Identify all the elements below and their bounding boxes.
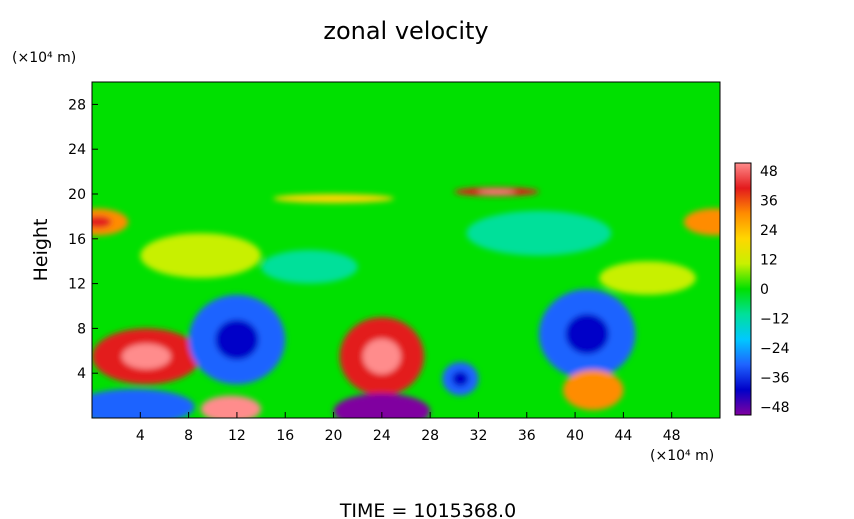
- colorbar-tick-label-3: 12: [760, 253, 778, 269]
- heatmap-feature-core-4: [217, 402, 245, 416]
- heatmap-feature-10: [563, 369, 624, 411]
- colorbar-tick-label-6: −24: [760, 341, 790, 357]
- x-tick-label-4: 20: [325, 428, 343, 444]
- x-tick-label-6: 28: [421, 428, 439, 444]
- x-tick-label-11: 48: [663, 428, 681, 444]
- x-tick-label-2: 12: [228, 428, 246, 444]
- heatmap-feature-core-7: [360, 403, 404, 418]
- y-tick-label-1: 8: [77, 321, 86, 337]
- heatmap-feature-5: [92, 388, 195, 418]
- x-unit-label: (×10⁴ m): [650, 448, 714, 464]
- colorbar-tick-label-5: −12: [760, 312, 790, 328]
- colorbar: 48 36 24 12 0 −12 −24 −36 −48: [734, 162, 790, 416]
- x-tick-label-8: 36: [518, 428, 536, 444]
- heatmap-feature-13: [140, 233, 262, 278]
- colorbar-tick-label-2: 24: [760, 223, 778, 239]
- x-tick-label-3: 16: [276, 428, 294, 444]
- x-tick-label-5: 24: [373, 428, 391, 444]
- colorbar-tick-label-4: 0: [760, 282, 769, 298]
- y-tick-label-2: 12: [68, 277, 86, 293]
- heatmap-field: [92, 82, 720, 418]
- heatmap-feature-core-11: [477, 189, 516, 194]
- x-tick-label-0: 4: [136, 428, 145, 444]
- y-tick-label-4: 20: [68, 187, 86, 203]
- y-tick-label-3: 16: [68, 232, 86, 248]
- colorbar-tick-label-0: 48: [760, 164, 778, 180]
- heatmap-feature-core-3: [215, 319, 259, 360]
- colorbar-gradient: [734, 162, 752, 416]
- y-tick-label-0: 4: [77, 366, 86, 382]
- x-tick-label-9: 40: [566, 428, 584, 444]
- heatmap-feature-14: [466, 210, 612, 256]
- colorbar-tick-label-1: 36: [760, 194, 778, 210]
- heatmap-feature-core-1: [92, 215, 112, 229]
- heatmap-feature-12: [273, 194, 394, 203]
- y-tick-label-6: 28: [68, 97, 86, 113]
- y-axis-label: Height: [30, 219, 52, 282]
- heatmap-feature-core-9: [565, 313, 609, 355]
- x-tick-label-7: 32: [470, 428, 488, 444]
- plot-frame: [91, 81, 721, 419]
- heatmap-feature-15: [261, 249, 358, 284]
- heatmap-feature-core-8: [452, 371, 469, 387]
- heatmap-feature-core-6: [362, 338, 401, 375]
- heatmap-feature-16: [599, 261, 696, 295]
- x-tick-label-1: 8: [184, 428, 193, 444]
- y-unit-label: (×10⁴ m): [12, 50, 76, 66]
- chart-title: zonal velocity: [323, 17, 488, 45]
- y-tick-label-5: 24: [68, 142, 86, 158]
- heatmap-feature-core-0: [121, 343, 171, 369]
- colorbar-tick-label-7: −36: [760, 371, 790, 387]
- x-tick-label-10: 44: [614, 428, 632, 444]
- heatmap-feature-2: [683, 208, 720, 236]
- colorbar-tick-label-8: −48: [760, 400, 790, 416]
- footer-time: TIME = 1015368.0: [339, 500, 516, 519]
